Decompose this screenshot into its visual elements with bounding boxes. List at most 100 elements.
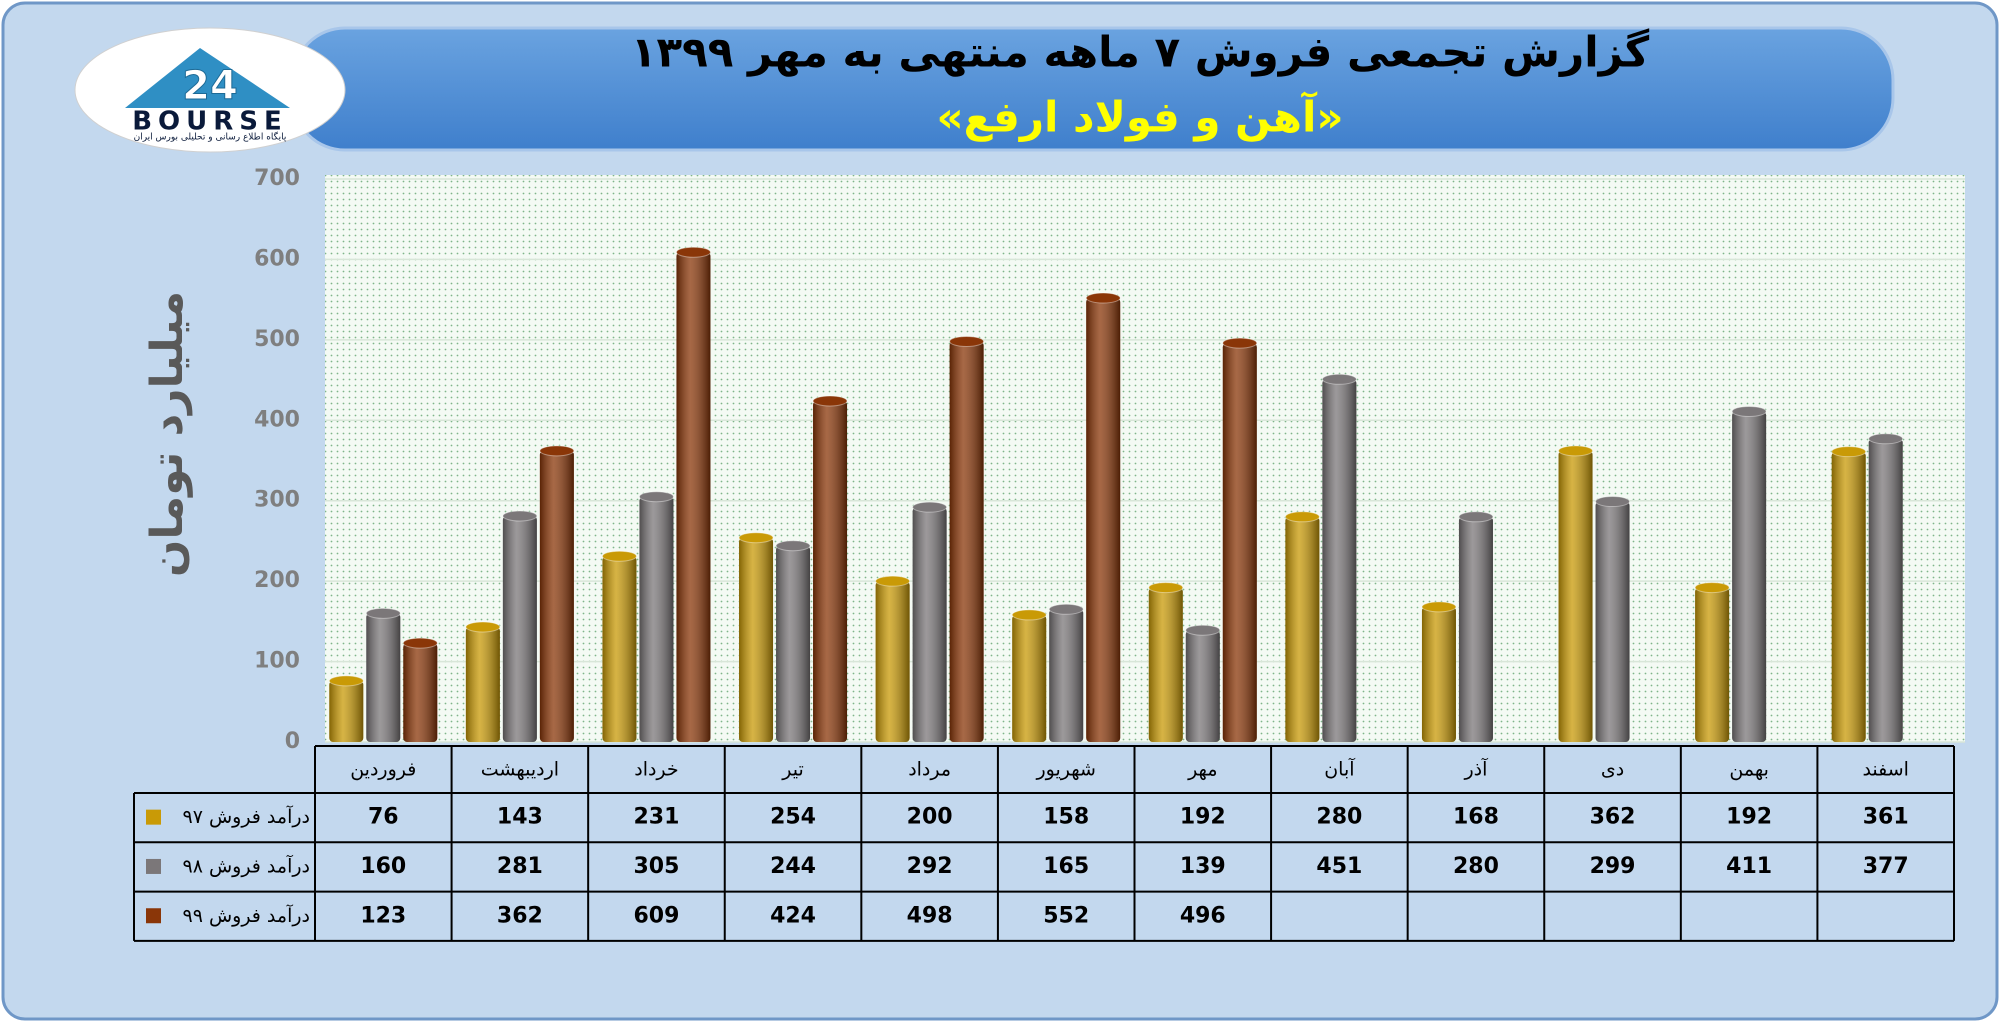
table-value: 362 (497, 903, 543, 928)
table-value: 123 (360, 903, 406, 928)
table-value: 496 (1180, 903, 1226, 928)
x-tick-label: بهمن (1729, 759, 1769, 781)
bar-cap (1868, 433, 1904, 445)
table-value: 143 (497, 805, 543, 830)
bar-cap (502, 510, 538, 522)
logo-triangle (125, 48, 290, 108)
bar-cap (875, 575, 911, 587)
bar-cap (1048, 603, 1084, 615)
table-value: 451 (1316, 854, 1362, 879)
x-tick-label: دی (1601, 759, 1624, 781)
bar-cap (1222, 337, 1258, 349)
bar-shading (1732, 411, 1767, 742)
table-value: 192 (1726, 805, 1772, 830)
bar-shading (1458, 516, 1493, 742)
y-tick-label: 200 (254, 568, 300, 593)
x-tick-label: تیر (781, 759, 804, 781)
legend-label: درآمد فروش ۹۸ (182, 853, 310, 877)
table-value: 377 (1863, 854, 1909, 879)
chart-title: گزارش تجمعی فروش ۷ ماهه منتهی به مهر ۱۳۹… (631, 28, 1650, 78)
bar-shading (403, 643, 438, 742)
x-tick-label: آبان (1324, 757, 1355, 781)
bar-cap (1694, 582, 1730, 594)
bar-shading (639, 496, 674, 742)
x-tick-label: فروردین (350, 759, 416, 781)
bar-shading (1049, 609, 1084, 742)
x-tick-label: مهر (1187, 759, 1217, 781)
bar-shading (602, 556, 637, 742)
legend-label: درآمد فروش ۹۹ (182, 903, 310, 927)
bar-cap (1831, 446, 1867, 458)
bar-shading (1148, 587, 1183, 742)
table-value: 424 (770, 903, 816, 928)
bar-shading (676, 252, 711, 742)
table-value: 139 (1180, 854, 1226, 879)
legend-label: درآمد فروش ۹۷ (182, 804, 310, 828)
bar-cap (912, 501, 948, 513)
bar-shading (502, 515, 537, 742)
table-value: 280 (1453, 854, 1499, 879)
table-value: 158 (1043, 805, 1089, 830)
logo-caption: پایگاه اطلاع رسانی و تحلیلی بورس ایران (134, 131, 287, 143)
table-value: 361 (1863, 805, 1909, 830)
bar-shading (1222, 343, 1257, 742)
bar-cap (402, 637, 438, 649)
bar-cap (675, 246, 711, 258)
table-value: 192 (1180, 805, 1226, 830)
table-value: 292 (907, 854, 953, 879)
bar-shading (776, 545, 811, 742)
bar-cap (365, 607, 401, 619)
y-tick-label: 700 (254, 166, 300, 191)
bar-cap (1284, 511, 1320, 523)
table-value: 498 (907, 903, 953, 928)
bar-cap (465, 621, 501, 633)
bar-shading (1322, 379, 1357, 742)
logo-mark: 24 (182, 63, 238, 109)
y-axis-label: میلیارد تومان (142, 291, 193, 577)
y-tick-label: 500 (254, 327, 300, 352)
table-value: 160 (360, 854, 406, 879)
bar-cap (1148, 582, 1184, 594)
bar-cap (601, 550, 637, 562)
bar-shading (1012, 614, 1047, 742)
bar-cap (328, 675, 364, 687)
bar-shading (1831, 451, 1866, 742)
bar-cap (1458, 511, 1494, 523)
bar-cap (738, 532, 774, 544)
bar-shading (739, 537, 774, 742)
bar-shading (329, 680, 364, 742)
bar-cap (1595, 496, 1631, 508)
bar-cap (638, 491, 674, 503)
y-tick-label: 300 (254, 488, 300, 513)
table-value: 244 (770, 854, 816, 879)
x-tick-label: اردیبهشت (481, 759, 559, 781)
y-tick-label: 600 (254, 246, 300, 271)
x-tick-label: اسفند (1862, 759, 1909, 781)
table-value: 168 (1453, 805, 1499, 830)
bar-cap (1321, 373, 1357, 385)
legend-swatch (146, 908, 161, 924)
bar-shading (1421, 606, 1456, 742)
table-value: 231 (633, 805, 679, 830)
bar-cap (539, 445, 575, 457)
bar-cap (1558, 445, 1594, 457)
x-tick-label: آذر (1463, 757, 1488, 781)
table-value: 254 (770, 805, 816, 830)
bar-cap (812, 395, 848, 407)
x-tick-label: خرداد (634, 759, 678, 781)
bar-shading (1595, 501, 1630, 742)
bar-cap (949, 335, 985, 347)
bar-shading (949, 341, 984, 742)
table-value: 281 (497, 854, 543, 879)
bar-shading (1558, 450, 1593, 742)
bar-cap (1185, 624, 1221, 636)
plot-area (325, 175, 1965, 742)
table-value: 165 (1043, 854, 1089, 879)
table-value: 76 (368, 805, 399, 830)
x-tick-label: شهریور (1035, 759, 1095, 781)
table-value: 305 (633, 854, 679, 879)
bar-cap (1011, 609, 1047, 621)
bar-shading (465, 626, 500, 742)
